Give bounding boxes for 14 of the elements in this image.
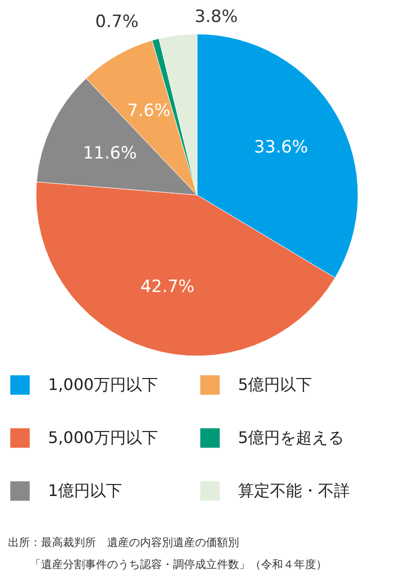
legend-label: 5億円以下 [238, 375, 312, 394]
data-label: 3.8% [194, 7, 238, 28]
data-label: 7.6% [127, 101, 170, 122]
legend-label: 算定不能・不詳 [238, 481, 350, 500]
data-label: 33.6% [254, 137, 308, 158]
data-label: 42.7% [140, 276, 194, 297]
legend-label: 5億円を超える [238, 428, 344, 447]
legend-label: 1億円以下 [48, 481, 122, 500]
text: 「遺産分割事件のうち認容・調停成立件数」（令和４年度） [30, 558, 327, 571]
data-label: 0.7% [95, 12, 138, 32]
text: 出所：最高裁判所 遺産の内容別遺産の価額別 [8, 536, 239, 549]
legend-label: 1,000万円以下 [48, 375, 158, 394]
data-label: 11.6% [82, 143, 137, 164]
legend-label: 5,000万円以下 [48, 428, 158, 447]
